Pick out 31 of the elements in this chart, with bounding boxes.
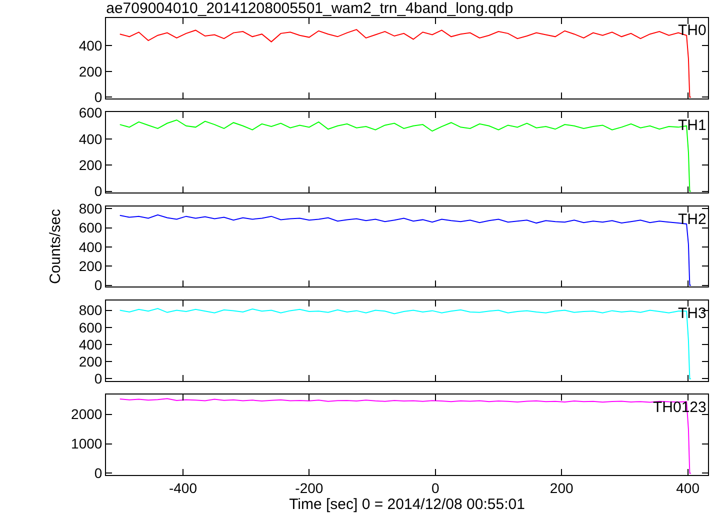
y-tick-label: 0	[94, 465, 102, 482]
y-tick-label: 600	[78, 319, 102, 336]
y-tick-label: 2000	[71, 406, 102, 422]
y-tick-label: 200	[78, 354, 102, 370]
x-tick-label: 0	[432, 480, 440, 496]
y-tick-label: 200	[78, 63, 102, 80]
x-tick-label: 200	[550, 480, 574, 496]
x-tick-label: -400	[168, 480, 198, 496]
y-tick-label: 0	[94, 183, 102, 200]
series-label: TH1	[678, 117, 706, 134]
series-label: TH0	[678, 22, 706, 39]
y-tick-label: 600	[78, 220, 102, 236]
y-tick-label: 400	[78, 38, 102, 54]
y-tick-label: 200	[78, 157, 102, 174]
series-label: TH2	[678, 211, 706, 228]
x-tick-label: -200	[295, 480, 324, 496]
y-tick-label: 400	[78, 238, 102, 255]
y-tick-label: 800	[78, 302, 102, 318]
x-tick-label: 400	[676, 480, 700, 496]
y-tick-label: 0	[94, 370, 102, 387]
y-tick-label: 0	[94, 89, 102, 106]
y-tick-label: 0	[94, 277, 102, 294]
y-tick-label: 200	[78, 258, 102, 274]
y-axis-title: Counts/sec	[47, 208, 64, 284]
y-tick-label: 400	[78, 336, 102, 352]
y-tick-label: 800	[78, 200, 102, 217]
x-axis-title: Time [sec] 0 = 2014/12/08 00:55:01	[289, 496, 525, 513]
y-tick-label: 600	[78, 104, 102, 121]
y-tick-label: 1000	[71, 436, 102, 452]
chart-title: ae709004010_20141208005501_wam2_trn_4band_long.qdp	[106, 0, 514, 18]
y-tick-label: 400	[78, 130, 102, 147]
